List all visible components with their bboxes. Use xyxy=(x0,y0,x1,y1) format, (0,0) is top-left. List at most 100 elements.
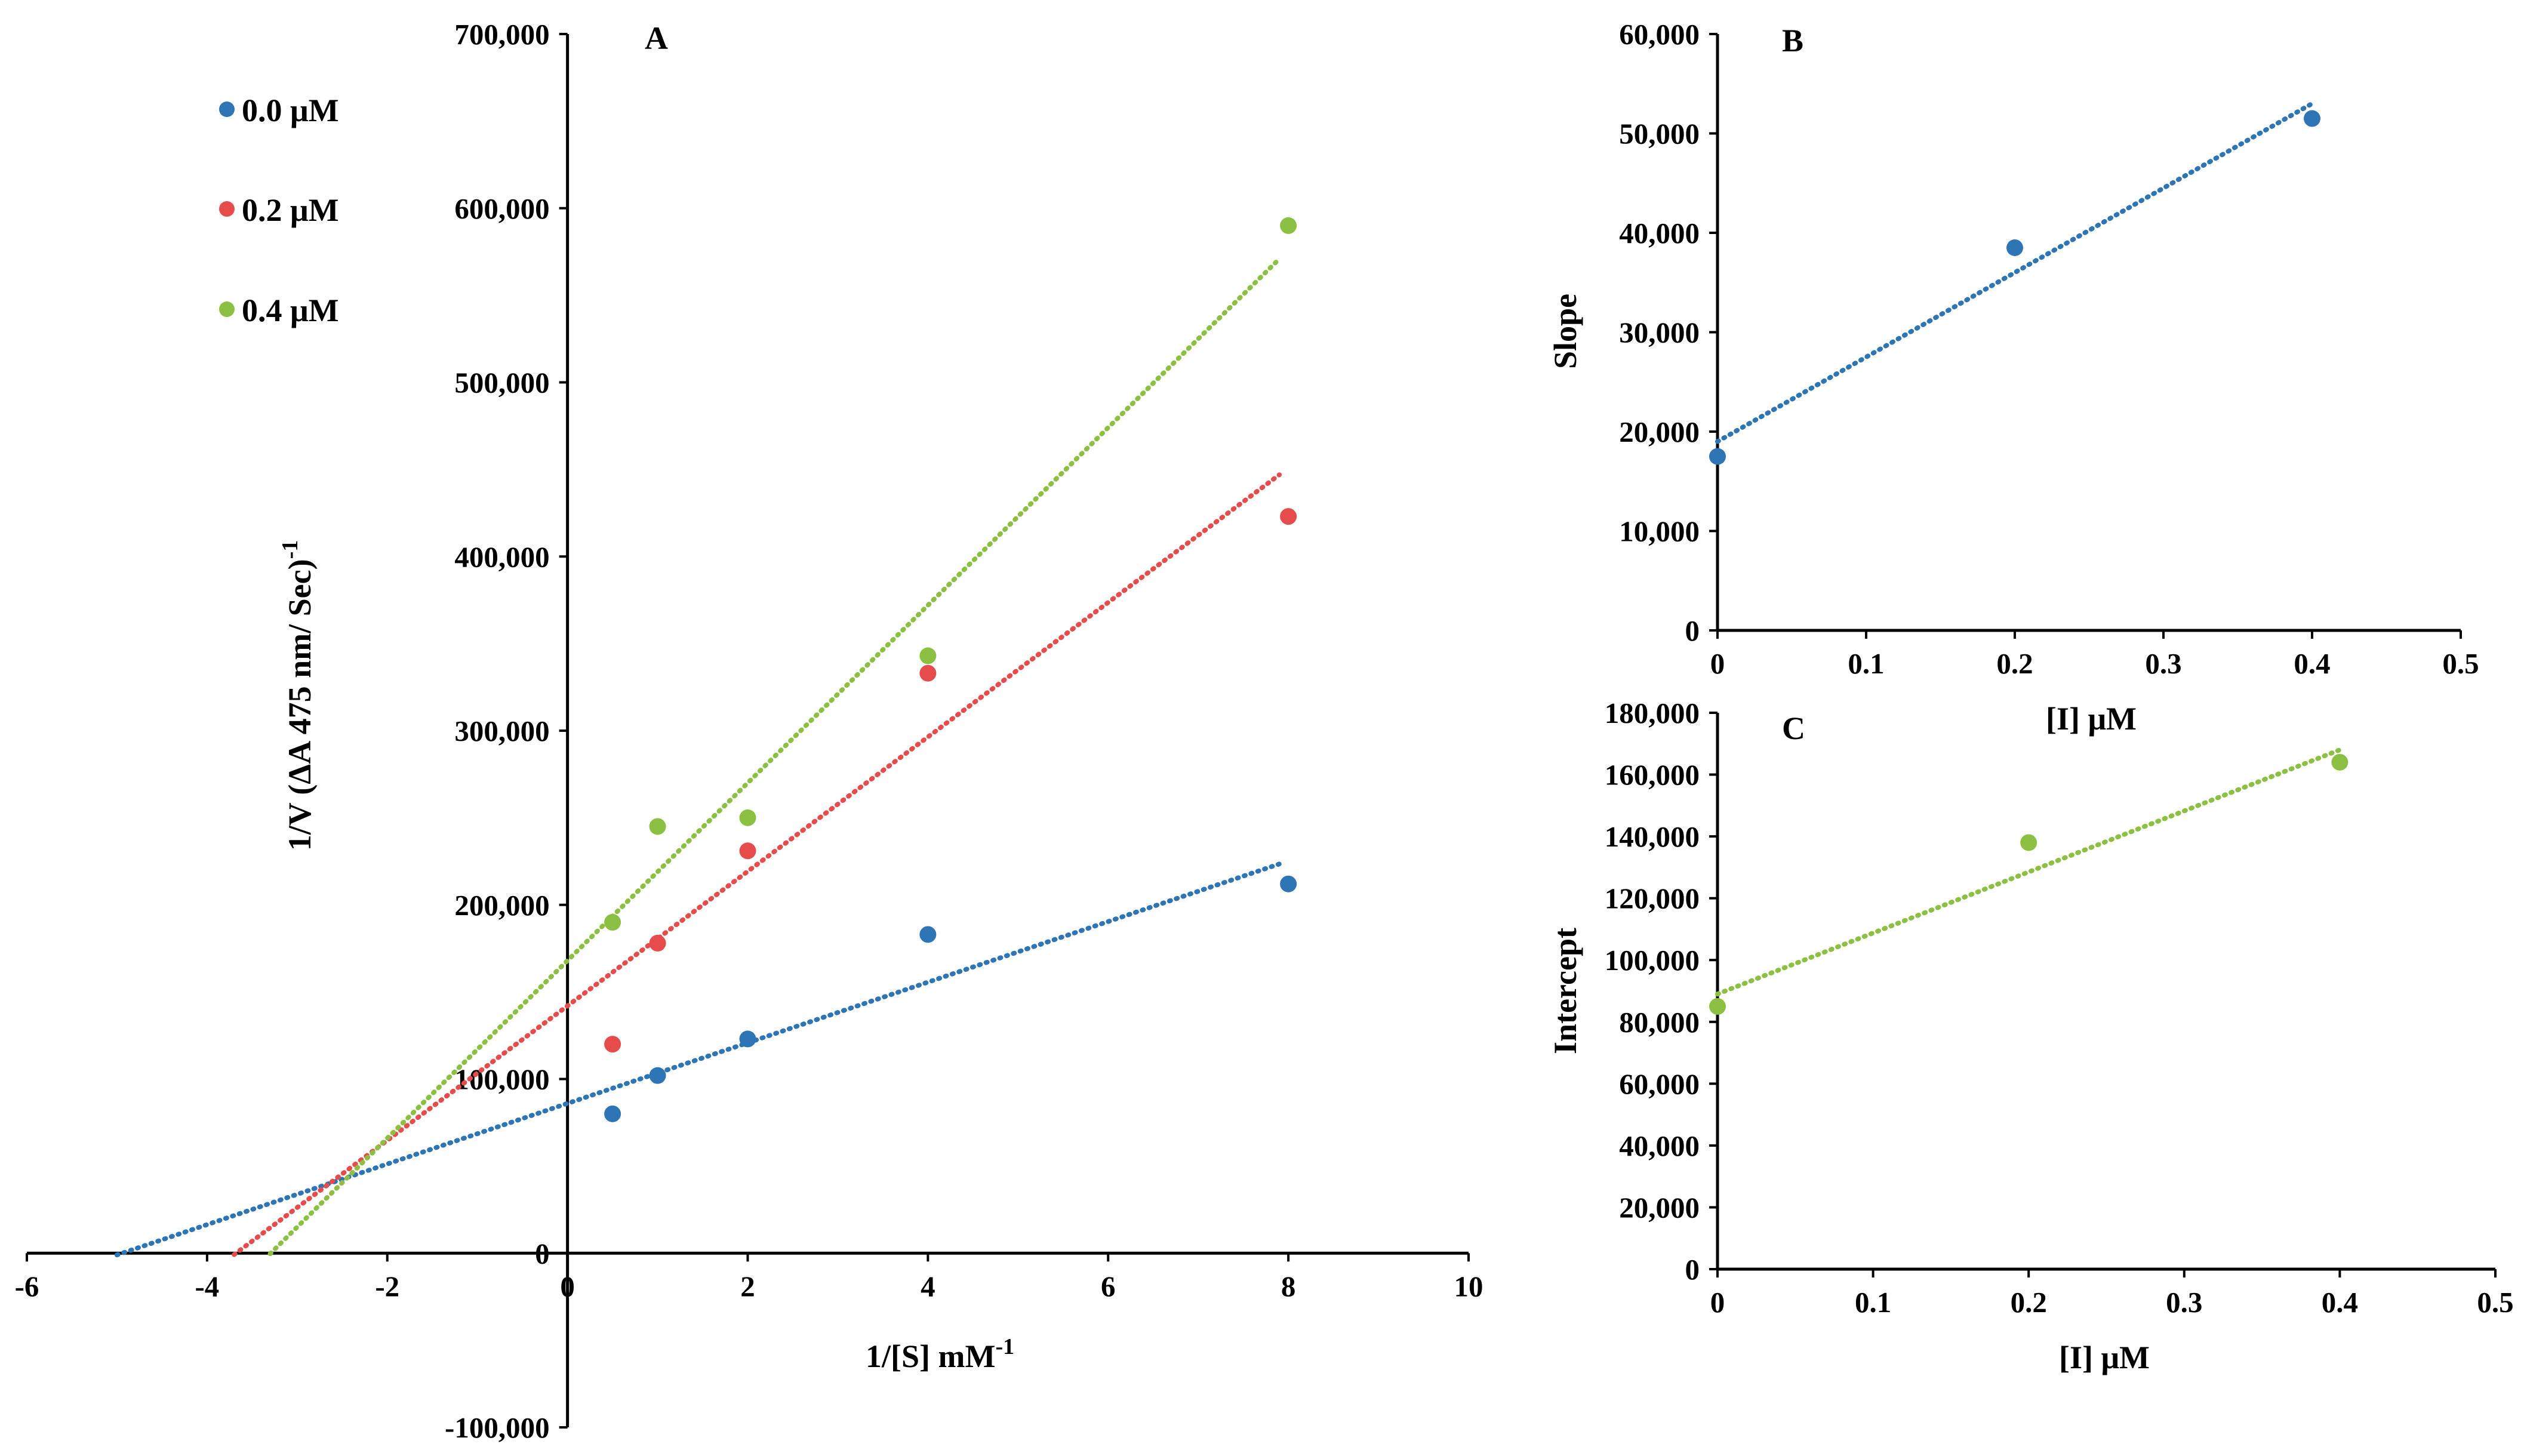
panel-a-data-point-series-0 xyxy=(649,1067,666,1084)
legend-marker-0-4-um xyxy=(219,301,235,317)
panel-a-trendlines xyxy=(114,256,1282,1258)
legend-label-0-2-um: 0.2 μM xyxy=(242,192,339,228)
panel-a-trendline-series-1 xyxy=(232,472,1282,1257)
panel-a-points xyxy=(604,217,1297,1122)
panel-c-y-tick-label: 140,000 xyxy=(1605,820,1700,853)
panel-a-y-axis-title-superscript: -1 xyxy=(278,540,303,559)
panel-a-data-point-series-1 xyxy=(649,934,666,952)
panel-a-data-point-series-1 xyxy=(1280,508,1297,525)
panel-c-x-tick-label: 0.5 xyxy=(2477,1286,2513,1319)
panel-b-data-point-series-0 xyxy=(2006,239,2023,256)
panel-c-data-point-series-0 xyxy=(2331,753,2349,771)
panel-c-y-tick-label: 180,000 xyxy=(1605,697,1700,729)
panel-a-y-tick-label: 600,000 xyxy=(454,192,549,225)
panel-c-y-axis-title: Intercept xyxy=(1547,928,1583,1054)
panel-b-y-tick-label: 40,000 xyxy=(1619,217,1700,250)
panel-c-axes: 0 0.1 0.2 0.3 0.4 0.5 0 20,000 40,000 60,000 80,00… xyxy=(1605,697,2514,1319)
panel-b-x-tick-label: 0.5 xyxy=(2442,647,2479,680)
panel-b-y-tick-label: 50,000 xyxy=(1619,118,1700,150)
panel-b-trendline xyxy=(1715,101,2314,444)
panel-c-trendline xyxy=(1715,747,2343,997)
panel-a-legend: 0.0 μM 0.2 μM 0.4 μM xyxy=(219,93,339,328)
panel-b-x-tick-label: 0.1 xyxy=(1848,647,1884,680)
panel-c-x-tick-label: 0.1 xyxy=(1855,1286,1891,1319)
panel-c-y-tick-label: 100,000 xyxy=(1605,944,1700,977)
panel-b-x-tick-label: 0 xyxy=(1710,647,1725,680)
panel-b-x-axis-title: [I] μM xyxy=(2046,701,2137,737)
panel-b-y-tick-label: 0 xyxy=(1685,614,1700,647)
panel-c-y-tick-label: 20,000 xyxy=(1619,1191,1700,1224)
panel-c-points xyxy=(1709,753,2349,1015)
panel-b-y-tick-label: 20,000 xyxy=(1619,415,1700,448)
panel-c-x-tick-label: 0 xyxy=(1710,1286,1725,1319)
legend-label-0-0-um: 0.0 μM xyxy=(242,93,339,128)
panel-c-x-axis-title: [I] μM xyxy=(2059,1340,2150,1375)
panel-a-y-tick-label: 400,000 xyxy=(454,540,549,573)
panel-a-lineweaver-burk-plot: -6 -4 -2 0 2 4 6 8 10-100,0000100,000200,000300,… xyxy=(15,18,1483,1444)
legend-marker-0-0-um xyxy=(219,101,235,117)
panel-a-y-axis-title: 1/V (ΔA 475 nm/ Sec)-1 xyxy=(278,540,318,851)
panel-a-axes: -6 -4 -2 0 2 4 6 8 10-100,0000100,000200,000300,… xyxy=(15,18,1483,1444)
panel-b-x-tick-label: 0.4 xyxy=(2294,647,2330,680)
panel-c-y-tick-label: 40,000 xyxy=(1619,1129,1700,1162)
panel-a-trendline-series-2 xyxy=(267,256,1282,1257)
panel-a-data-point-series-0 xyxy=(739,1030,756,1048)
panel-a-data-point-series-1 xyxy=(739,842,756,860)
panel-a-trendline-series-0 xyxy=(114,861,1282,1258)
panel-c-data-point-series-0 xyxy=(2020,834,2037,851)
legend-marker-0-2-um xyxy=(219,201,235,217)
panel-a-y-tick-label: 200,000 xyxy=(454,889,549,922)
panel-a-x-tick-label: 2 xyxy=(740,1270,755,1303)
panel-a-data-point-series-1 xyxy=(604,1036,621,1053)
panel-c-y-tick-label: 80,000 xyxy=(1619,1006,1700,1039)
panel-a-x-axis-title-superscript: -1 xyxy=(995,1334,1014,1359)
panel-a-x-tick-label: 6 xyxy=(1101,1270,1116,1303)
panel-c-label: C xyxy=(1782,710,1805,746)
panel-c-x-tick-label: 0.3 xyxy=(2166,1286,2202,1319)
panel-a-y-tick-label: 700,000 xyxy=(454,18,549,51)
panel-b-points xyxy=(1709,110,2320,465)
panel-c-data-point-series-0 xyxy=(1709,998,1726,1015)
panel-a-y-tick-label: 0 xyxy=(535,1237,550,1270)
panel-a-x-tick-label: 4 xyxy=(921,1270,935,1303)
panel-c-trendline-series-0 xyxy=(1715,747,2343,997)
panel-b-axes: 0 0.1 0.2 0.3 0.4 0.5 0 10,000 20,000 30,000 40,00… xyxy=(1619,18,2479,680)
panel-b-y-tick-label: 10,000 xyxy=(1619,515,1700,548)
panel-a-data-point-series-2 xyxy=(604,913,621,931)
panel-b-data-point-series-0 xyxy=(1709,448,1726,465)
legend-label-0-4-um: 0.4 μM xyxy=(242,293,339,328)
panel-b-label: B xyxy=(1782,23,1803,59)
panel-b-y-tick-label: 30,000 xyxy=(1619,316,1700,349)
panel-a-x-tick-label: 10 xyxy=(1454,1270,1483,1303)
panel-a-x-tick-label: 8 xyxy=(1281,1270,1296,1303)
panel-a-y-tick-label: -100,000 xyxy=(445,1411,550,1444)
panel-c-y-tick-label: 0 xyxy=(1685,1253,1700,1286)
panel-b-y-axis-title: Slope xyxy=(1547,294,1583,369)
panel-a-y-tick-label: 500,000 xyxy=(454,367,549,399)
panel-a-x-tick-label: 0 xyxy=(560,1270,575,1303)
panel-b-trendline-series-0 xyxy=(1715,101,2314,444)
panel-a-data-point-series-2 xyxy=(649,818,666,835)
panel-a-data-point-series-2 xyxy=(739,809,756,826)
panel-a-data-point-series-0 xyxy=(604,1105,621,1122)
panel-a-data-point-series-0 xyxy=(1280,875,1297,892)
panel-b-data-point-series-0 xyxy=(2304,110,2320,127)
panel-c-y-tick-label: 120,000 xyxy=(1605,882,1700,915)
panel-b-x-tick-label: 0.2 xyxy=(1996,647,2033,680)
panel-c-x-tick-label: 0.4 xyxy=(2322,1286,2358,1319)
panel-b-x-tick-label: 0.3 xyxy=(2145,647,2181,680)
panel-a-y-axis-title-text: 1/V (ΔA 475 nm/ Sec) xyxy=(282,559,318,851)
panel-a-label: A xyxy=(645,20,668,56)
panel-c-intercept-plot: 0 0.1 0.2 0.3 0.4 0.5 0 20,000 40,000 60,000 80,00… xyxy=(1547,697,2514,1375)
panel-a-data-point-series-2 xyxy=(919,647,937,664)
panel-c-y-tick-label: 60,000 xyxy=(1619,1067,1700,1100)
panel-a-data-point-series-2 xyxy=(1280,217,1297,234)
panel-a-x-axis-title-text: 1/[S] mM xyxy=(866,1338,995,1374)
panel-a-y-tick-label: 300,000 xyxy=(454,715,549,747)
panel-c-x-tick-label: 0.2 xyxy=(2011,1286,2047,1319)
panel-a-x-tick-label: -2 xyxy=(375,1270,399,1303)
panel-c-y-tick-label: 160,000 xyxy=(1605,759,1700,792)
panel-a-x-axis-title: 1/[S] mM-1 xyxy=(866,1334,1014,1374)
panel-a-data-point-series-0 xyxy=(919,926,937,943)
